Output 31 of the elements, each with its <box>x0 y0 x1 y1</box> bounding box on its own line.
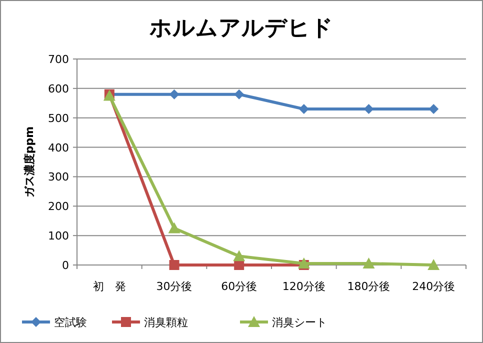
y-tick-label: 500 <box>48 112 69 125</box>
point <box>428 259 440 270</box>
point <box>169 260 180 270</box>
x-tick-label: 180分後 <box>347 280 390 293</box>
point <box>362 258 375 269</box>
legend-label: 消臭シート <box>272 316 327 329</box>
point <box>169 89 180 100</box>
y-tick-label: 300 <box>48 170 69 184</box>
y-tick-label: 600 <box>48 82 69 96</box>
legend-label: 消臭顆粒 <box>144 316 188 329</box>
point <box>298 258 310 269</box>
point <box>298 104 309 114</box>
x-tick-label: 60分後 <box>221 280 258 293</box>
legend-label: 空試験 <box>54 316 87 329</box>
point <box>234 89 244 100</box>
y-tick-label: 100 <box>48 230 69 243</box>
x-tick-label: 240分後 <box>412 280 456 293</box>
y-tick-label: 200 <box>48 200 69 214</box>
point <box>233 250 246 262</box>
x-tick-label: 初 発 <box>92 280 126 293</box>
y-tick-label: 700 <box>48 53 69 66</box>
point <box>428 104 439 114</box>
point <box>168 222 180 234</box>
x-tick-label: 30分後 <box>156 280 192 293</box>
chart-title: ホルムアルデヒド <box>148 16 334 41</box>
point <box>364 104 374 114</box>
y-axis-title: ガス濃度ppm <box>23 126 36 198</box>
y-tick-label: 0 <box>62 259 69 272</box>
point <box>234 260 244 270</box>
y-tick-label: 400 <box>48 141 69 154</box>
x-tick-label: 120分後 <box>282 280 326 293</box>
